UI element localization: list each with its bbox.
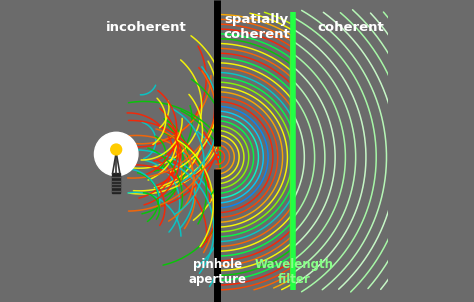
Text: spatially
coherent: spatially coherent bbox=[223, 13, 290, 41]
Text: pinhole
aperture: pinhole aperture bbox=[188, 258, 246, 286]
Text: coherent: coherent bbox=[317, 21, 383, 34]
Circle shape bbox=[94, 132, 138, 176]
Text: incoherent: incoherent bbox=[106, 21, 187, 34]
Bar bbox=[112, 173, 120, 193]
Circle shape bbox=[111, 144, 122, 155]
Text: Wavelength
filter: Wavelength filter bbox=[255, 258, 334, 286]
